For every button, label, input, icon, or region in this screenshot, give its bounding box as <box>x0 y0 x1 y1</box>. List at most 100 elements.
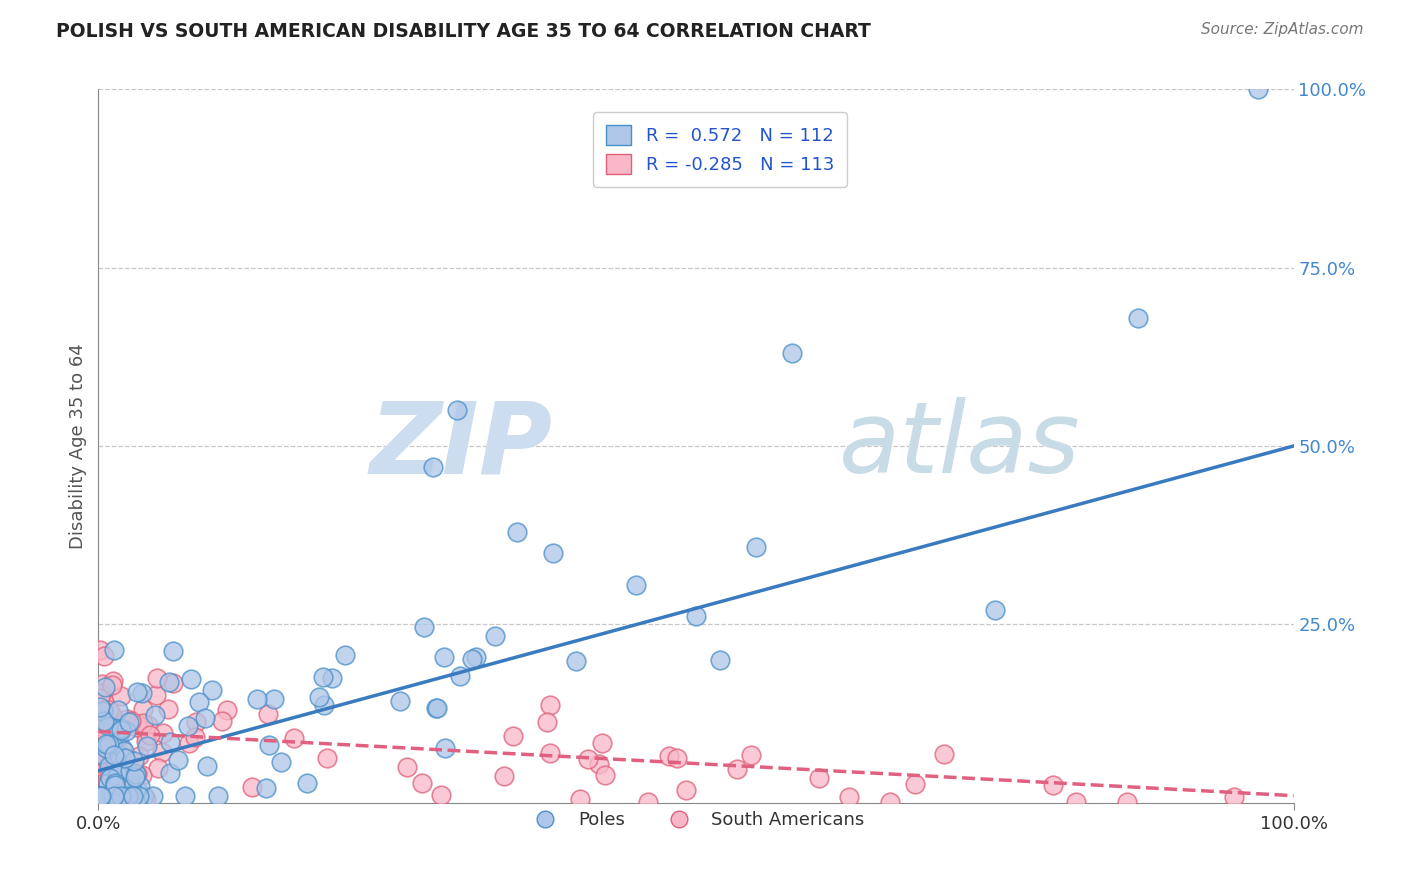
Point <box>112 744 135 758</box>
Text: ZIP: ZIP <box>370 398 553 494</box>
Point <box>932 747 955 762</box>
Point <box>254 780 277 795</box>
Point <box>104 756 127 771</box>
Point <box>658 748 681 763</box>
Point <box>804 153 827 168</box>
Point <box>413 620 436 634</box>
Point <box>110 721 132 735</box>
Point <box>128 749 150 764</box>
Point <box>89 726 111 740</box>
Point <box>90 789 112 803</box>
Point <box>107 747 129 762</box>
Point <box>142 789 165 803</box>
Point <box>103 744 125 758</box>
Point <box>103 716 125 731</box>
Point <box>111 757 134 772</box>
Point <box>565 654 588 668</box>
Legend: Poles, South Americans: Poles, South Americans <box>520 805 872 837</box>
Point <box>211 714 233 729</box>
Point <box>740 747 762 762</box>
Point <box>136 739 159 753</box>
Point <box>90 789 112 803</box>
Point <box>195 759 218 773</box>
Point <box>93 743 115 757</box>
Point <box>1115 795 1137 809</box>
Point <box>425 700 447 714</box>
Point <box>132 789 155 803</box>
Point <box>121 789 143 803</box>
Point <box>411 776 433 790</box>
Point <box>89 737 111 751</box>
Point <box>588 757 610 772</box>
Point <box>465 650 488 665</box>
Point <box>103 643 125 657</box>
Point <box>98 703 121 717</box>
Text: Source: ZipAtlas.com: Source: ZipAtlas.com <box>1201 22 1364 37</box>
Point <box>89 700 111 714</box>
Point <box>96 737 118 751</box>
Point <box>1066 795 1088 809</box>
Point <box>879 795 901 809</box>
Point <box>541 546 564 560</box>
Point <box>449 669 471 683</box>
Point <box>506 524 529 539</box>
Point <box>101 674 124 689</box>
Point <box>107 767 129 781</box>
Point <box>110 741 132 756</box>
Point <box>94 680 117 694</box>
Point <box>117 714 139 729</box>
Point <box>665 751 688 765</box>
Point <box>96 731 118 745</box>
Y-axis label: Disability Age 35 to 64: Disability Age 35 to 64 <box>69 343 87 549</box>
Point <box>89 727 111 741</box>
Point <box>98 737 121 751</box>
Point <box>433 649 456 664</box>
Point <box>159 766 181 780</box>
Point <box>595 768 617 782</box>
Point <box>121 792 143 806</box>
Point <box>124 770 146 784</box>
Point <box>174 789 197 803</box>
Point <box>101 786 124 800</box>
Point <box>422 460 444 475</box>
Point <box>131 686 153 700</box>
Point <box>125 684 148 698</box>
Point <box>148 761 170 775</box>
Point <box>127 717 149 731</box>
Point <box>111 789 134 803</box>
Point <box>90 789 112 803</box>
Point <box>114 750 136 764</box>
Point <box>90 715 112 730</box>
Point <box>94 789 117 803</box>
Point <box>675 783 697 797</box>
Point <box>1247 82 1270 96</box>
Point <box>150 745 173 759</box>
Point <box>89 758 111 772</box>
Point <box>125 767 148 781</box>
Text: atlas: atlas <box>839 398 1081 494</box>
Point <box>104 730 127 744</box>
Point <box>143 707 166 722</box>
Point <box>108 728 131 742</box>
Text: POLISH VS SOUTH AMERICAN DISABILITY AGE 35 TO 64 CORRELATION CHART: POLISH VS SOUTH AMERICAN DISABILITY AGE … <box>56 22 872 41</box>
Point <box>626 578 648 592</box>
Point <box>446 403 468 417</box>
Point <box>122 754 145 768</box>
Point <box>108 778 131 792</box>
Point <box>536 715 558 730</box>
Point <box>115 769 138 783</box>
Point <box>591 736 613 750</box>
Point <box>110 723 132 737</box>
Point <box>128 789 150 803</box>
Point <box>89 742 111 756</box>
Point <box>434 740 457 755</box>
Point <box>107 745 129 759</box>
Point <box>104 778 127 792</box>
Point <box>808 772 831 786</box>
Point <box>114 767 136 781</box>
Point <box>502 729 524 743</box>
Point <box>135 734 157 748</box>
Point <box>105 789 128 803</box>
Point <box>194 711 217 725</box>
Point <box>120 714 142 728</box>
